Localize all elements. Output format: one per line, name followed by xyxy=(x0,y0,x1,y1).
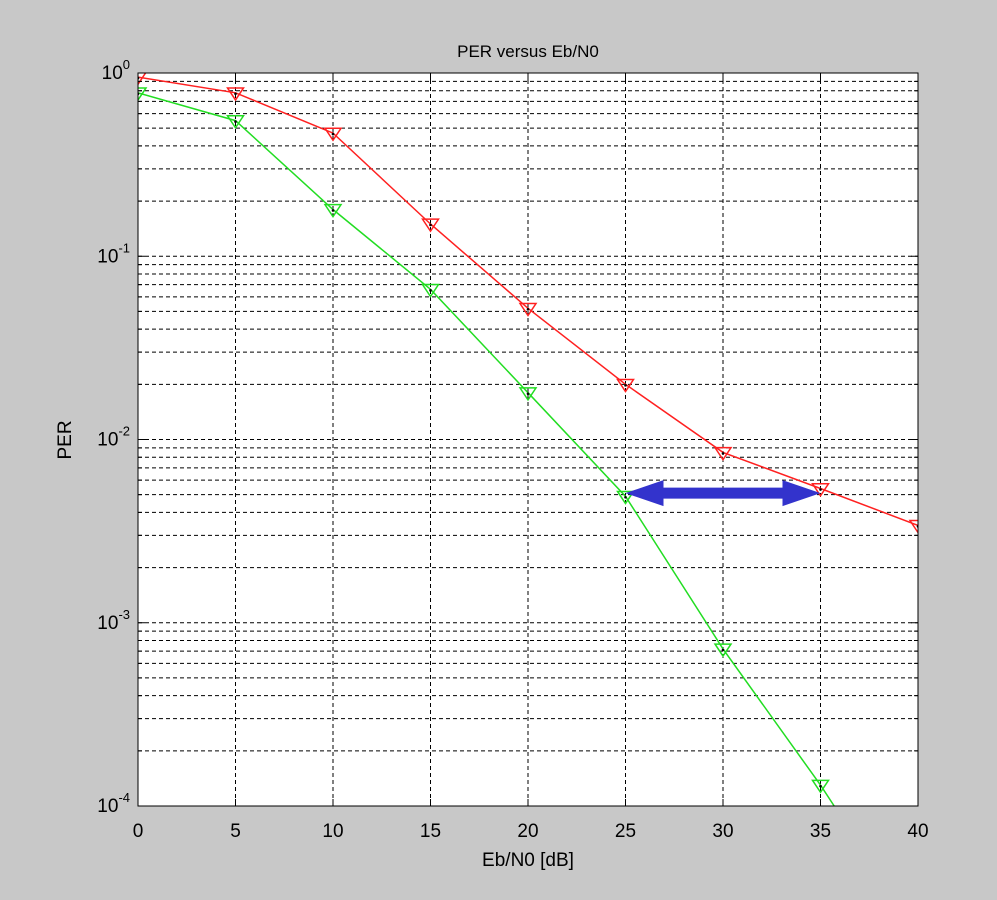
y-tick-label: 10-3 xyxy=(97,607,130,634)
series-1-marker xyxy=(323,127,343,142)
tick-labels: 0 5 10 15 20 25 30 35 40 10-4 10-3 10-2 10-1 100 xyxy=(97,57,928,842)
series-2-marker xyxy=(226,115,245,130)
series-1-marker xyxy=(616,378,635,393)
series-1-marker-dot xyxy=(429,223,432,227)
annotation-layer xyxy=(625,480,821,507)
series-1-marker xyxy=(908,519,918,534)
x-tick-label: 35 xyxy=(810,821,831,842)
x-tick-label: 30 xyxy=(712,821,733,842)
y-tick-label: 10-2 xyxy=(97,424,130,451)
series-2-marker-dot xyxy=(331,209,335,212)
x-tick-label: 10 xyxy=(322,821,343,842)
series-2-marker xyxy=(518,387,538,402)
tick-marks xyxy=(137,73,919,807)
series-2-marker-dot xyxy=(526,392,530,396)
x-tick-label: 20 xyxy=(517,821,538,842)
chart-title: PER versus Eb/N0 xyxy=(457,42,599,61)
series-2-marker xyxy=(323,203,343,219)
series-1-marker xyxy=(518,302,538,317)
series-layer xyxy=(138,73,918,806)
y-axis-label: PER xyxy=(55,420,76,459)
series-1-marker-dot xyxy=(819,488,822,491)
y-tick-label: 100 xyxy=(102,57,130,84)
series-2-marker xyxy=(616,490,635,505)
series-1-marker-dot xyxy=(331,132,335,136)
x-tick-label: 5 xyxy=(230,821,241,842)
series-1-marker xyxy=(226,87,245,102)
series-2-marker xyxy=(138,87,148,102)
y-tick-label: 10-4 xyxy=(97,790,130,817)
series-2-marker-dot xyxy=(721,648,725,652)
series-1-marker xyxy=(811,482,830,498)
series-1-marker-dot xyxy=(234,92,237,96)
series-1-marker xyxy=(138,73,147,86)
grid-lines xyxy=(138,73,918,806)
x-tick-label: 25 xyxy=(615,821,636,842)
series-2-marker-dot xyxy=(429,289,432,292)
series-2-marker-dot xyxy=(234,120,237,123)
series-1-marker-dot xyxy=(721,452,725,455)
series-2-marker xyxy=(811,779,830,794)
series-1-marker-dot xyxy=(624,384,627,387)
series-2-marker-dot xyxy=(819,784,822,788)
series-1-marker xyxy=(421,218,440,233)
y-tick-label: 10-1 xyxy=(97,240,130,267)
series-1-marker xyxy=(713,446,733,461)
series-1-marker-dot xyxy=(526,307,530,311)
x-tick-label: 40 xyxy=(907,821,928,842)
series-2-marker-dot xyxy=(624,495,627,499)
series-2-marker xyxy=(713,643,733,658)
x-tick-label: 0 xyxy=(133,821,144,842)
series-2-marker xyxy=(421,283,440,298)
double-arrow-annotation xyxy=(625,480,821,507)
x-tick-label: 15 xyxy=(420,821,441,842)
x-axis-label: Eb/N0 [dB] xyxy=(482,850,574,871)
